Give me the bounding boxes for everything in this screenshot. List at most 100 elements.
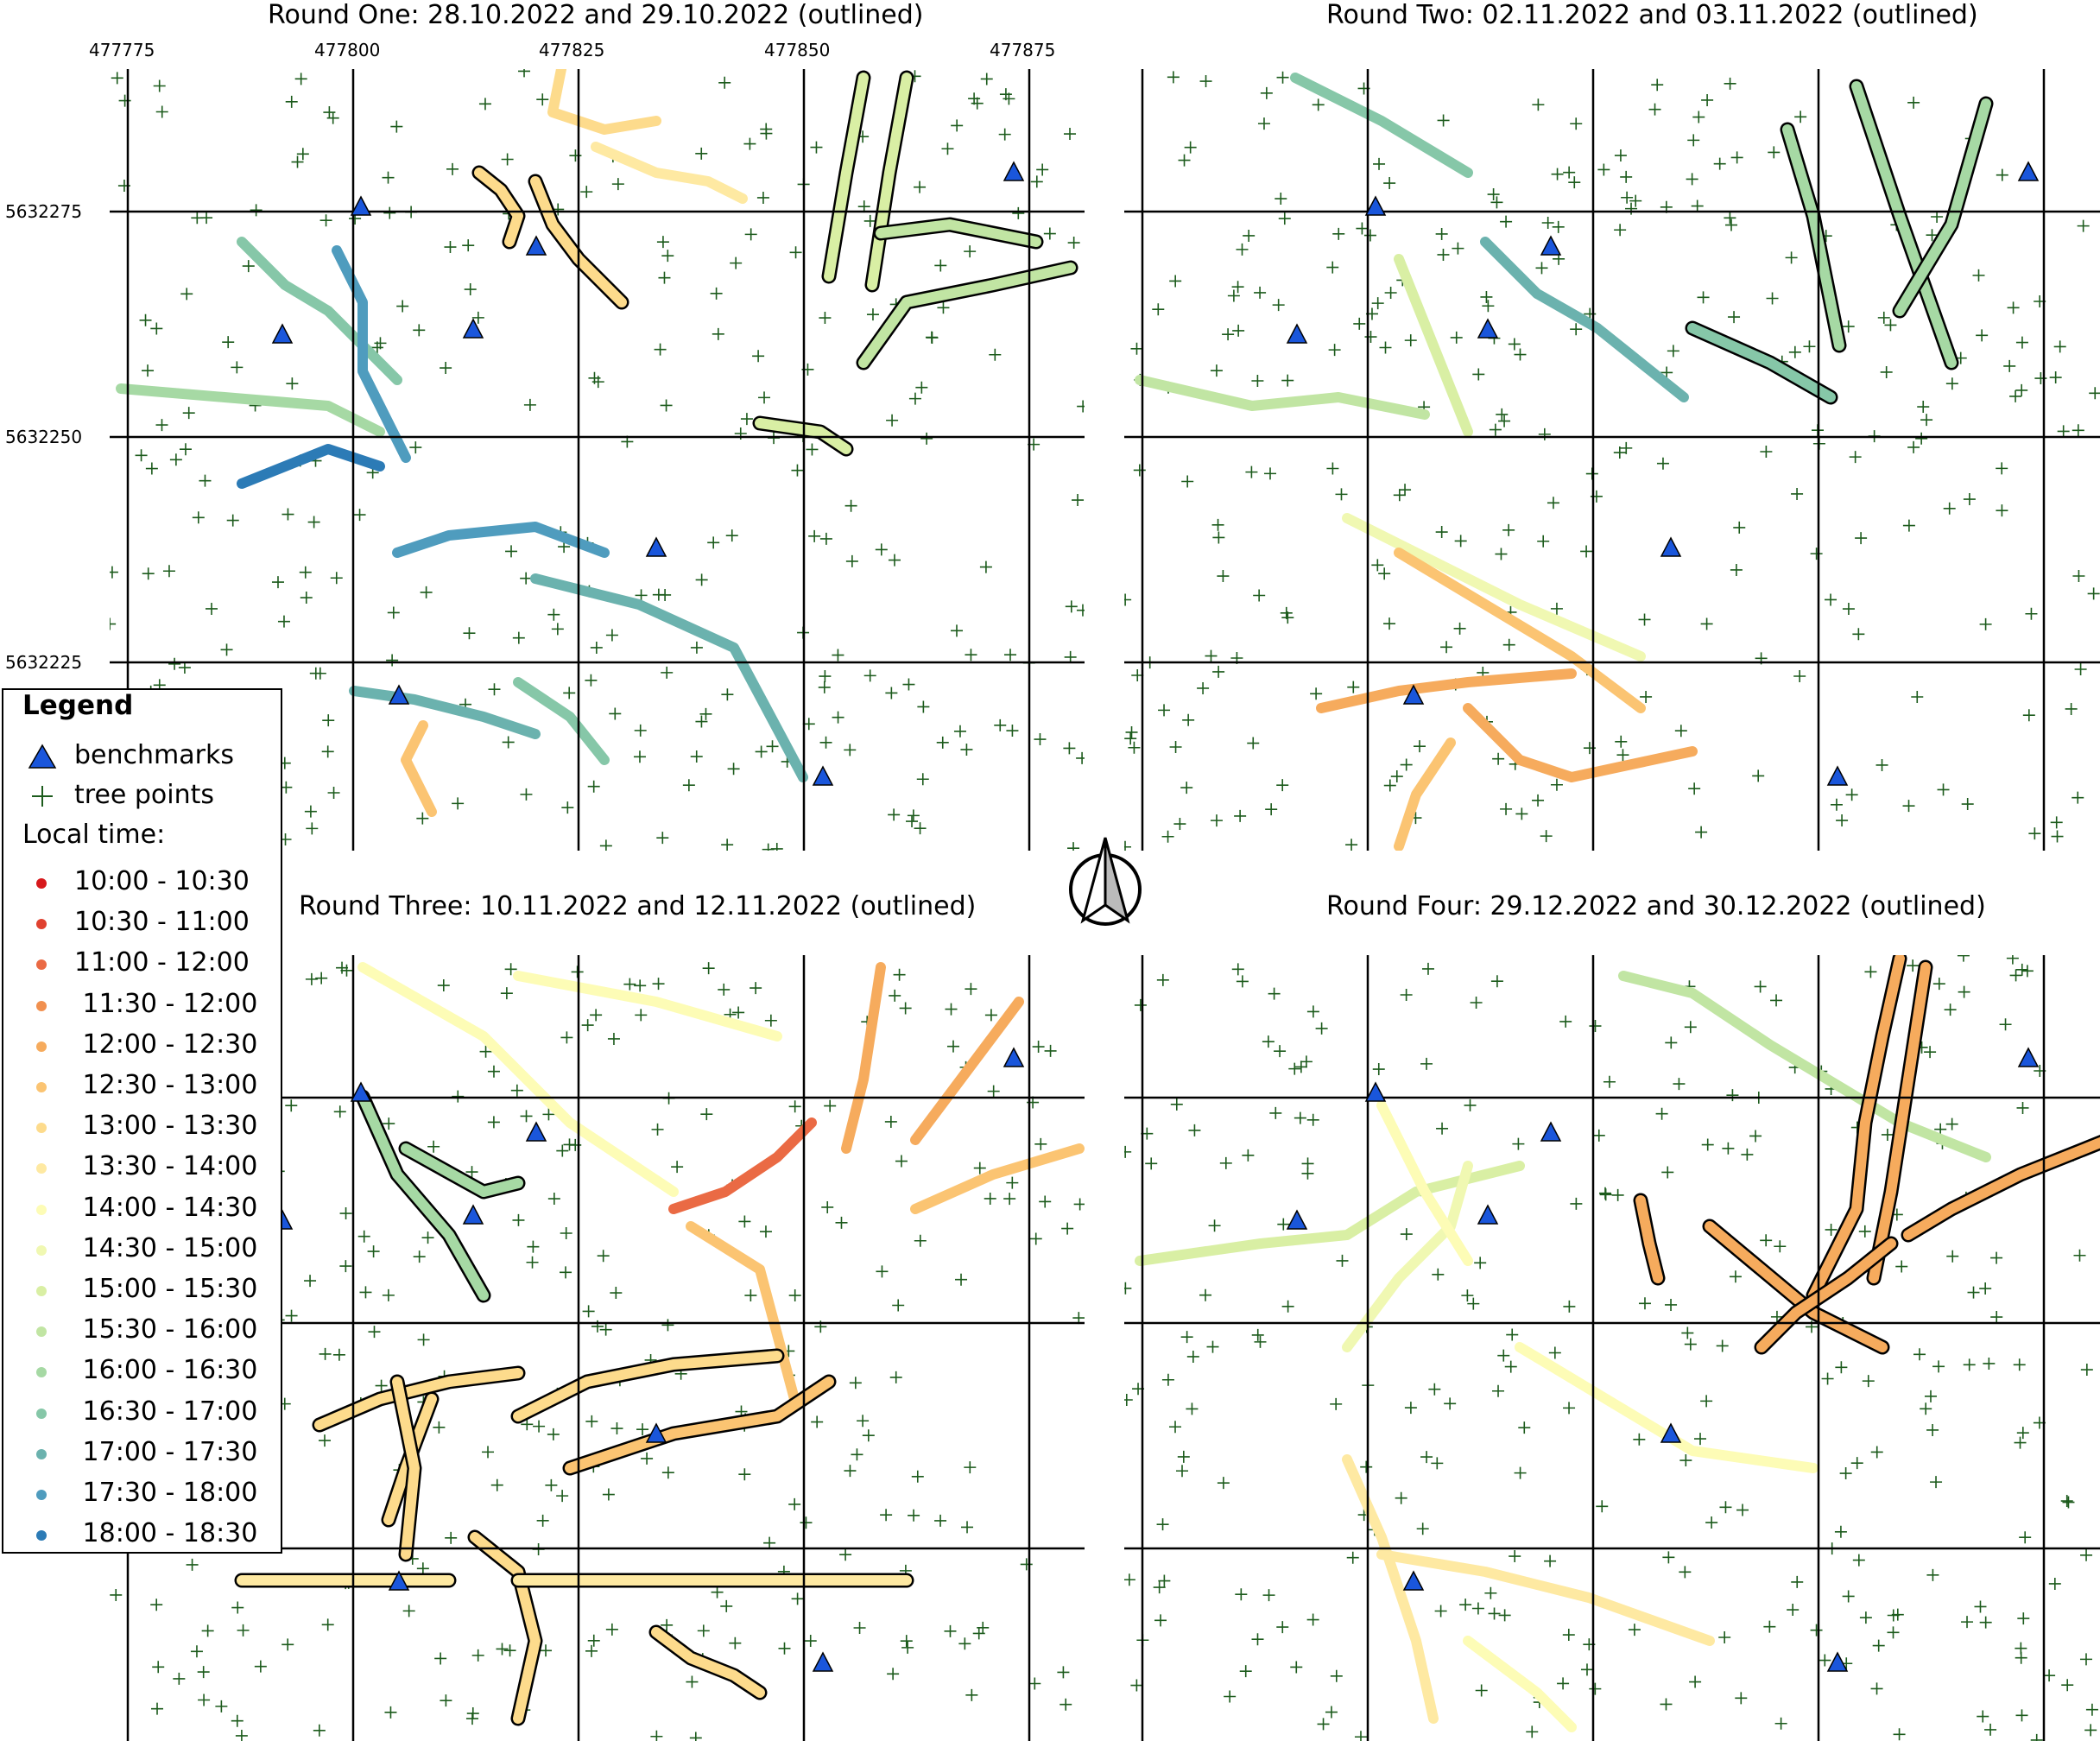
trajectory [755,418,851,454]
trajectory [392,1377,420,1560]
tree-point [110,1588,123,1601]
tree-point [863,669,876,682]
tree-point [1551,168,1564,180]
tree-point [1044,1044,1057,1057]
panel-title-round-three: Round Three: 10.11.2022 and 12.11.2022 (… [299,891,977,921]
tree-point [1730,563,1743,576]
tree-point [752,350,765,363]
tree-point [1541,217,1554,230]
tree-point [1662,1551,1675,1564]
tree-point [1895,1260,1908,1273]
tree-point [1944,1003,1957,1016]
tree-point [651,1123,664,1136]
trajectory [1894,98,1991,316]
tree-point [758,391,771,404]
tree-point [162,565,175,578]
tree-point [198,1694,211,1706]
tree-point [1416,1523,1429,1535]
tree-point [315,972,328,984]
tree-point [1076,751,1085,764]
trajectory [867,73,912,290]
tree-point [1500,802,1513,815]
tree-point [168,657,181,670]
tree-point [1306,1113,1319,1126]
tree-point [1487,188,1500,201]
tree-point [1665,1298,1678,1311]
benchmark-marker [1003,1047,1025,1067]
tree-point [700,1108,713,1121]
tree-point [1984,1723,1997,1736]
legend-time-swatch [36,1000,47,1011]
tree-point [2062,1496,2075,1509]
tree-point [2013,1358,2026,1371]
tree-point [2016,1101,2029,1114]
tree-point [1760,1234,1773,1247]
benchmark-marker [462,318,484,339]
tree-point [1306,1613,1319,1626]
tree-point [145,462,158,475]
tree-point [1399,484,1412,497]
tree-point [1913,1348,1926,1361]
tree-point [1294,1060,1307,1073]
tree-point [1073,1198,1085,1211]
tree-point [1686,173,1698,186]
tree-point [1254,286,1267,299]
tree-point [2015,1651,2027,1664]
tree-point [1803,340,1816,353]
benchmark-marker [271,323,294,344]
tree-point [1570,1197,1583,1210]
legend-time-swatch [36,1244,47,1256]
tree-point [452,1090,465,1103]
tree-point [811,1415,824,1428]
tree-point [602,1488,615,1501]
tree-point [1211,518,1224,531]
tree-point [551,623,564,636]
tree-point [1498,415,1511,427]
tree-point [1124,1282,1132,1295]
tree-point [1943,502,1956,515]
benchmark-marker [462,1204,484,1225]
tree-point [635,589,648,602]
trajectory [1480,237,1689,402]
tree-point [1538,427,1551,440]
tree-point [732,1006,745,1019]
tree-point [500,987,513,1000]
trajectory [401,1143,523,1197]
trajectory [1342,513,1646,662]
tree-point [1124,840,1132,851]
tree-point [1629,194,1642,207]
tree-point [1976,329,1989,342]
tree-point [465,1713,478,1725]
tree-point [1208,1219,1221,1232]
tree-point [1611,1188,1624,1201]
tree-point [222,336,235,349]
tree-point [1186,1350,1199,1363]
tree-point [800,1516,813,1529]
tree-point [887,1668,900,1681]
tree-point [1312,98,1325,111]
tree-point [1845,788,1858,801]
tree-point [1482,300,1495,313]
tree-point [1169,275,1182,288]
tree-point [1603,1075,1616,1088]
tree-point [1437,114,1450,127]
tree-point [2072,424,2084,437]
tree-point [1945,1117,1958,1130]
trajectory [1394,254,1473,437]
tree-point [1819,1654,1831,1667]
tree-point [501,153,514,166]
benchmark-marker [388,684,410,705]
tree-point [1354,1731,1367,1741]
tree-point [561,801,574,814]
tree-point [964,1461,977,1474]
tree-point [1532,98,1545,111]
tree-point [2017,1612,2030,1625]
tree-point [1330,1669,1343,1682]
legend-time-swatch [36,1041,47,1052]
tree-point [721,839,734,851]
tree-point [518,69,531,78]
tree-point [571,965,584,978]
trajectory [1463,1636,1577,1732]
tree-point [2019,1531,2032,1544]
tree-point [1032,1041,1045,1054]
